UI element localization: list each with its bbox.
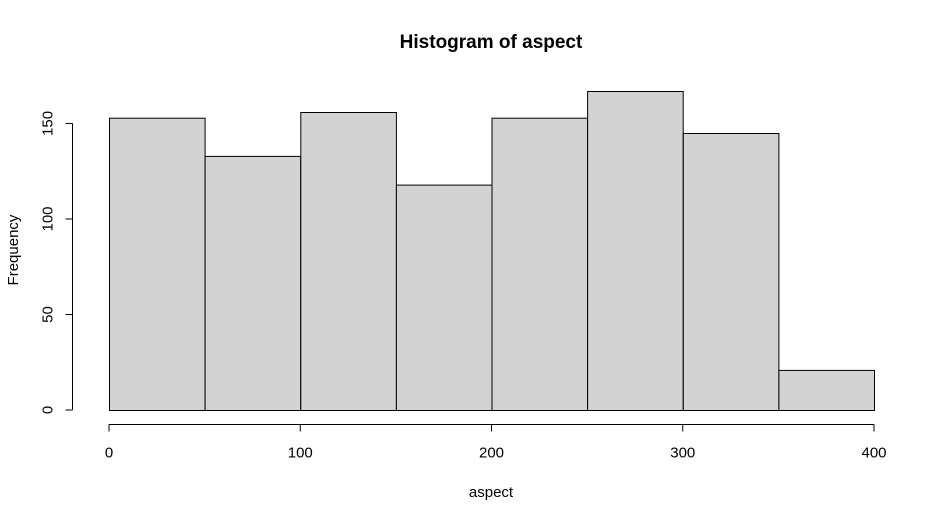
histogram-bar	[204, 155, 302, 411]
y-tick-label: 100	[40, 206, 57, 231]
x-tick-label: 100	[288, 445, 313, 462]
histogram-bar	[587, 91, 684, 411]
histogram-bar	[682, 133, 780, 411]
x-tick-label: 0	[105, 445, 113, 462]
histogram-bar	[395, 184, 493, 411]
chart-title: Histogram of aspect	[400, 32, 583, 53]
x-tick-label: 300	[670, 445, 695, 462]
x-tick-label: 400	[861, 445, 886, 462]
y-tick-label: 150	[40, 111, 57, 136]
histogram-bar	[109, 117, 206, 411]
y-axis: 0 50 100 150	[40, 111, 73, 414]
y-tick-label: 0	[40, 406, 57, 414]
y-axis-label: Frequency	[5, 214, 22, 285]
histogram-bar	[300, 112, 397, 411]
y-tick-label: 50	[40, 306, 57, 323]
histogram-bar	[778, 369, 876, 411]
x-axis-label: aspect	[469, 484, 514, 501]
histogram-bar	[491, 117, 589, 411]
bars-group	[109, 91, 876, 411]
x-tick-label: 200	[479, 445, 504, 462]
x-axis: 0 100 200 300 400	[105, 424, 887, 462]
